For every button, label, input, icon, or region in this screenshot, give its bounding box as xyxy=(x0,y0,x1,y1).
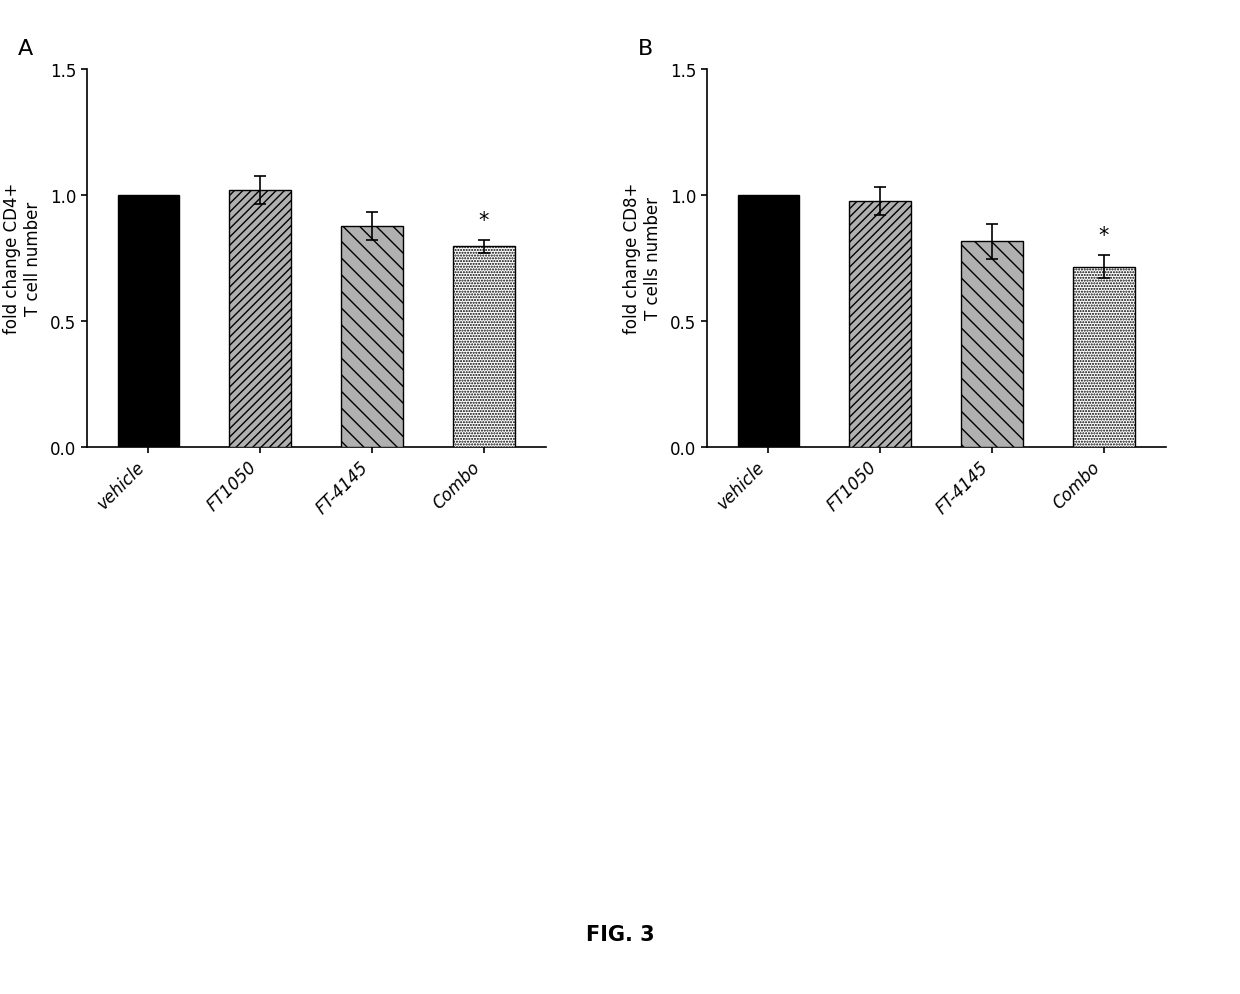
Bar xyxy=(849,202,911,447)
Y-axis label: fold change CD8+
T cells number: fold change CD8+ T cells number xyxy=(622,183,662,334)
Bar xyxy=(341,227,403,447)
Text: *: * xyxy=(479,211,490,231)
Text: B: B xyxy=(639,40,653,60)
Y-axis label: fold change CD4+
T cell number: fold change CD4+ T cell number xyxy=(2,183,42,334)
Text: *: * xyxy=(1099,226,1110,246)
Bar xyxy=(229,191,291,447)
Bar xyxy=(738,196,799,447)
Text: FIG. 3: FIG. 3 xyxy=(585,924,655,944)
Bar xyxy=(118,196,179,447)
Bar xyxy=(454,248,515,447)
Bar xyxy=(961,243,1023,447)
Bar xyxy=(1074,267,1135,447)
Text: A: A xyxy=(19,40,33,60)
